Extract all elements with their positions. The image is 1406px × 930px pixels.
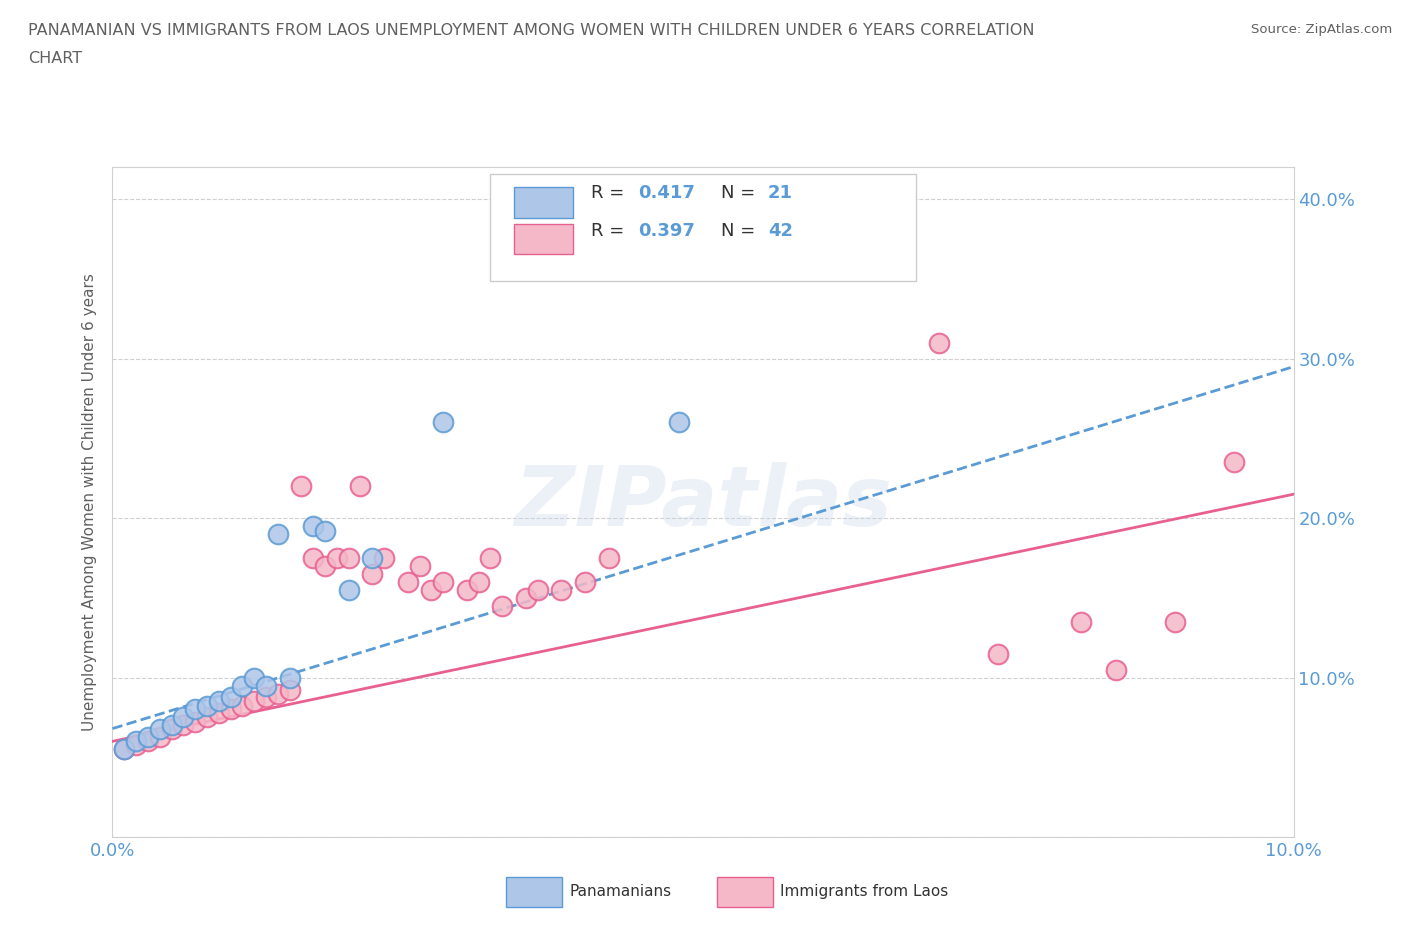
Text: 42: 42 (768, 222, 793, 240)
Point (479, 551, 502, 565)
Point (149, 721, 172, 736)
Point (254, 689, 277, 704)
Text: Panamanians: Panamanians (569, 884, 672, 899)
Text: PANAMANIAN VS IMMIGRANTS FROM LAOS UNEMPLOYMENT AMONG WOMEN WITH CHILDREN UNDER : PANAMANIAN VS IMMIGRANTS FROM LAOS UNEMP… (28, 23, 1035, 38)
Point (1105, 662, 1128, 677)
Point (243, 671, 266, 685)
Point (219, 702, 242, 717)
Point (314, 559, 336, 574)
Y-axis label: Unemployment Among Women with Children Under 6 years: Unemployment Among Women with Children U… (82, 273, 97, 731)
Text: R =: R = (591, 222, 630, 240)
Point (125, 737, 148, 752)
Point (231, 698, 253, 713)
FancyBboxPatch shape (491, 174, 915, 281)
Point (987, 646, 1010, 661)
FancyBboxPatch shape (515, 188, 574, 218)
Point (373, 551, 395, 565)
Point (456, 582, 478, 597)
Point (396, 575, 419, 590)
Point (420, 582, 443, 597)
Point (432, 415, 454, 430)
Point (136, 734, 159, 749)
Point (302, 519, 325, 534)
Text: N =: N = (721, 184, 761, 202)
Point (290, 479, 312, 494)
Point (184, 715, 207, 730)
Point (278, 683, 301, 698)
Point (337, 551, 360, 565)
Point (550, 582, 572, 597)
Point (149, 729, 172, 744)
Point (136, 729, 159, 744)
Text: ZIPatlas: ZIPatlas (515, 461, 891, 543)
Text: 0.397: 0.397 (638, 222, 695, 240)
Point (112, 742, 135, 757)
Point (125, 734, 148, 749)
Point (195, 710, 218, 724)
Point (243, 694, 266, 709)
Point (515, 591, 537, 605)
Point (160, 718, 183, 733)
Text: N =: N = (721, 222, 761, 240)
Point (1223, 455, 1246, 470)
Point (267, 686, 290, 701)
Point (467, 575, 489, 590)
Point (208, 705, 231, 720)
Point (314, 524, 336, 538)
Point (668, 415, 690, 430)
Point (195, 698, 218, 713)
Point (408, 559, 430, 574)
Point (928, 336, 950, 351)
Text: 0.417: 0.417 (638, 184, 695, 202)
Point (361, 566, 384, 581)
Point (172, 718, 194, 733)
Point (361, 551, 384, 565)
Point (219, 689, 242, 704)
Point (598, 551, 620, 565)
Point (172, 710, 194, 724)
Text: 21: 21 (768, 184, 793, 202)
Point (112, 742, 135, 757)
Point (184, 702, 207, 717)
Text: Source: ZipAtlas.com: Source: ZipAtlas.com (1251, 23, 1392, 36)
Point (526, 582, 548, 597)
Point (160, 721, 183, 736)
Point (1164, 615, 1187, 630)
Point (337, 582, 360, 597)
FancyBboxPatch shape (515, 224, 574, 255)
Point (326, 551, 349, 565)
Point (254, 678, 277, 693)
Text: CHART: CHART (28, 51, 82, 66)
Point (1070, 615, 1092, 630)
Text: Immigrants from Laos: Immigrants from Laos (780, 884, 949, 899)
Point (432, 575, 454, 590)
Point (574, 575, 596, 590)
Point (278, 671, 301, 685)
Point (302, 551, 325, 565)
Point (491, 598, 513, 613)
Point (349, 479, 371, 494)
Text: R =: R = (591, 184, 630, 202)
Point (267, 526, 290, 541)
Point (231, 678, 253, 693)
Point (208, 694, 231, 709)
